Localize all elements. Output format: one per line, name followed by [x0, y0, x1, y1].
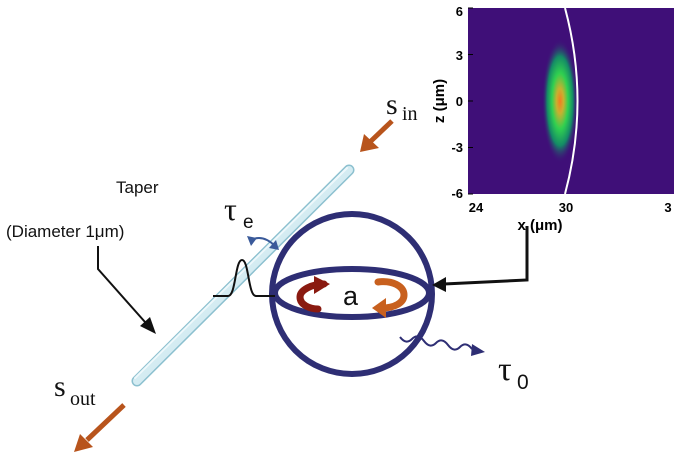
sphere-boundary-line: [564, 8, 579, 194]
loss-wavy-arrow: [399, 335, 485, 356]
z-tick-label: -3: [451, 140, 463, 155]
input-arrow: [360, 119, 394, 152]
s-in-sub: in: [402, 103, 418, 125]
z-tick-label: 6: [456, 4, 463, 19]
tau-e-main: τ: [224, 191, 237, 227]
z-tick-label: 0: [456, 94, 463, 109]
s-out-main: s: [54, 370, 66, 403]
z-axis-label: z (μm): [431, 79, 448, 123]
inset-pointer: [432, 226, 529, 292]
taper-pointer: [97, 246, 156, 334]
x-axis-label: x (μm): [517, 217, 562, 234]
s-in-main: s: [386, 88, 398, 121]
output-arrow: [74, 403, 126, 452]
coupling-pulse: [213, 258, 275, 297]
taper-fiber: [131, 164, 355, 387]
microsphere: [269, 211, 435, 377]
field-profile-inset: 6 3 0 -3 -6 24 30 3 z (μm) x (μm): [431, 4, 674, 234]
circulation-left-arrow: [296, 276, 330, 313]
s-out-sub: out: [70, 388, 96, 410]
tau-0-main: τ: [498, 351, 512, 388]
label-s-in: s in: [386, 88, 418, 125]
x-tick-label: 30: [559, 200, 573, 215]
tau-e-sub: e: [243, 212, 254, 233]
tau-0-sub: 0: [517, 371, 529, 394]
x-tick-label: 24: [469, 200, 484, 215]
label-tau-e: τ e: [224, 191, 254, 233]
z-tick-label: 3: [456, 48, 463, 63]
z-tick-label: -6: [451, 186, 463, 201]
taper-diameter-label: (Diameter 1μm): [6, 222, 124, 241]
x-tick-label: 3: [664, 200, 671, 215]
taper-label: Taper: [116, 178, 159, 197]
field-mode-spot: [542, 39, 578, 163]
label-tau-0: τ 0: [498, 351, 529, 394]
coupling-double-arrow: [247, 236, 279, 250]
label-s-out: s out: [54, 370, 96, 410]
circulation-right-arrow: [372, 278, 408, 318]
mode-label: a: [343, 281, 359, 311]
